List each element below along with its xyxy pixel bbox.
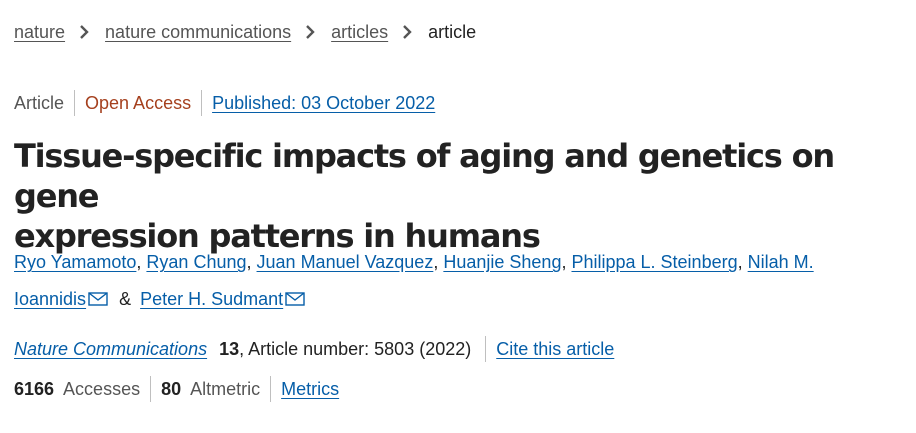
divider bbox=[485, 336, 487, 362]
altmetric-count: 80 bbox=[161, 379, 182, 399]
author-separator: , bbox=[246, 252, 252, 272]
altmetric-label: Altmetric bbox=[190, 379, 261, 399]
breadcrumb-nature-communications-link[interactable]: nature communications bbox=[105, 22, 292, 42]
author-list: Ryo Yamamoto, Ryan Chung, Juan Manuel Va… bbox=[14, 244, 904, 318]
author-conjunction: & bbox=[119, 289, 132, 309]
chevron-right-icon bbox=[80, 25, 89, 39]
cite-this-article-link[interactable]: Cite this article bbox=[496, 339, 615, 359]
article-title-line-1: Tissue-specific impacts of aging and gen… bbox=[14, 137, 835, 215]
chevron-right-icon bbox=[306, 25, 315, 39]
author-link[interactable]: Ryan Chung bbox=[146, 252, 247, 272]
published-date-link[interactable]: Published: 03 October 2022 bbox=[212, 93, 436, 113]
author-separator: , bbox=[737, 252, 743, 272]
metrics-link[interactable]: Metrics bbox=[281, 379, 340, 399]
article-number: , Article number: 5803 (2022) bbox=[239, 339, 472, 359]
author-separator: , bbox=[561, 252, 567, 272]
divider bbox=[201, 90, 203, 116]
breadcrumb: nature nature communications articles ar… bbox=[14, 20, 476, 44]
accesses-count: 6166 bbox=[14, 379, 55, 399]
metrics-row: 6166 Accesses 80 Altmetric Metrics bbox=[14, 376, 339, 402]
article-title: Tissue-specific impacts of aging and gen… bbox=[14, 136, 904, 256]
open-access-label: Open Access bbox=[85, 93, 192, 113]
accesses-label: Accesses bbox=[63, 379, 141, 399]
author-link[interactable]: Philippa L. Steinberg bbox=[571, 252, 738, 272]
chevron-right-icon bbox=[403, 25, 412, 39]
divider bbox=[270, 376, 272, 402]
author-link[interactable]: Peter H. Sudmant bbox=[140, 289, 284, 309]
article-title-line-2: expression patterns in humans bbox=[14, 217, 541, 255]
breadcrumb-nature-link[interactable]: nature bbox=[14, 22, 66, 42]
author-link[interactable]: Juan Manuel Vazquez bbox=[256, 252, 434, 272]
divider bbox=[74, 90, 76, 116]
journal-volume: 13 bbox=[219, 339, 240, 359]
author-separator: , bbox=[433, 252, 439, 272]
mail-icon[interactable] bbox=[88, 292, 108, 306]
article-type-label: Article bbox=[14, 93, 65, 113]
divider bbox=[150, 376, 152, 402]
article-meta-row: Article Open Access Published: 03 Octobe… bbox=[14, 90, 435, 116]
author-separator: , bbox=[136, 252, 142, 272]
mail-icon[interactable] bbox=[285, 292, 305, 306]
breadcrumb-current: article bbox=[428, 22, 477, 42]
author-link[interactable]: Huanjie Sheng bbox=[443, 252, 562, 272]
author-link-ioannidis-part-1[interactable]: Nilah M. bbox=[747, 252, 814, 272]
author-link-ioannidis-part-2[interactable]: Ioannidis bbox=[14, 289, 87, 309]
author-link[interactable]: Ryo Yamamoto bbox=[14, 252, 137, 272]
journal-name-link[interactable]: Nature Communications bbox=[14, 339, 208, 359]
journal-citation-row: Nature Communications 13 , Article numbe… bbox=[14, 336, 614, 362]
breadcrumb-articles-link[interactable]: articles bbox=[331, 22, 389, 42]
